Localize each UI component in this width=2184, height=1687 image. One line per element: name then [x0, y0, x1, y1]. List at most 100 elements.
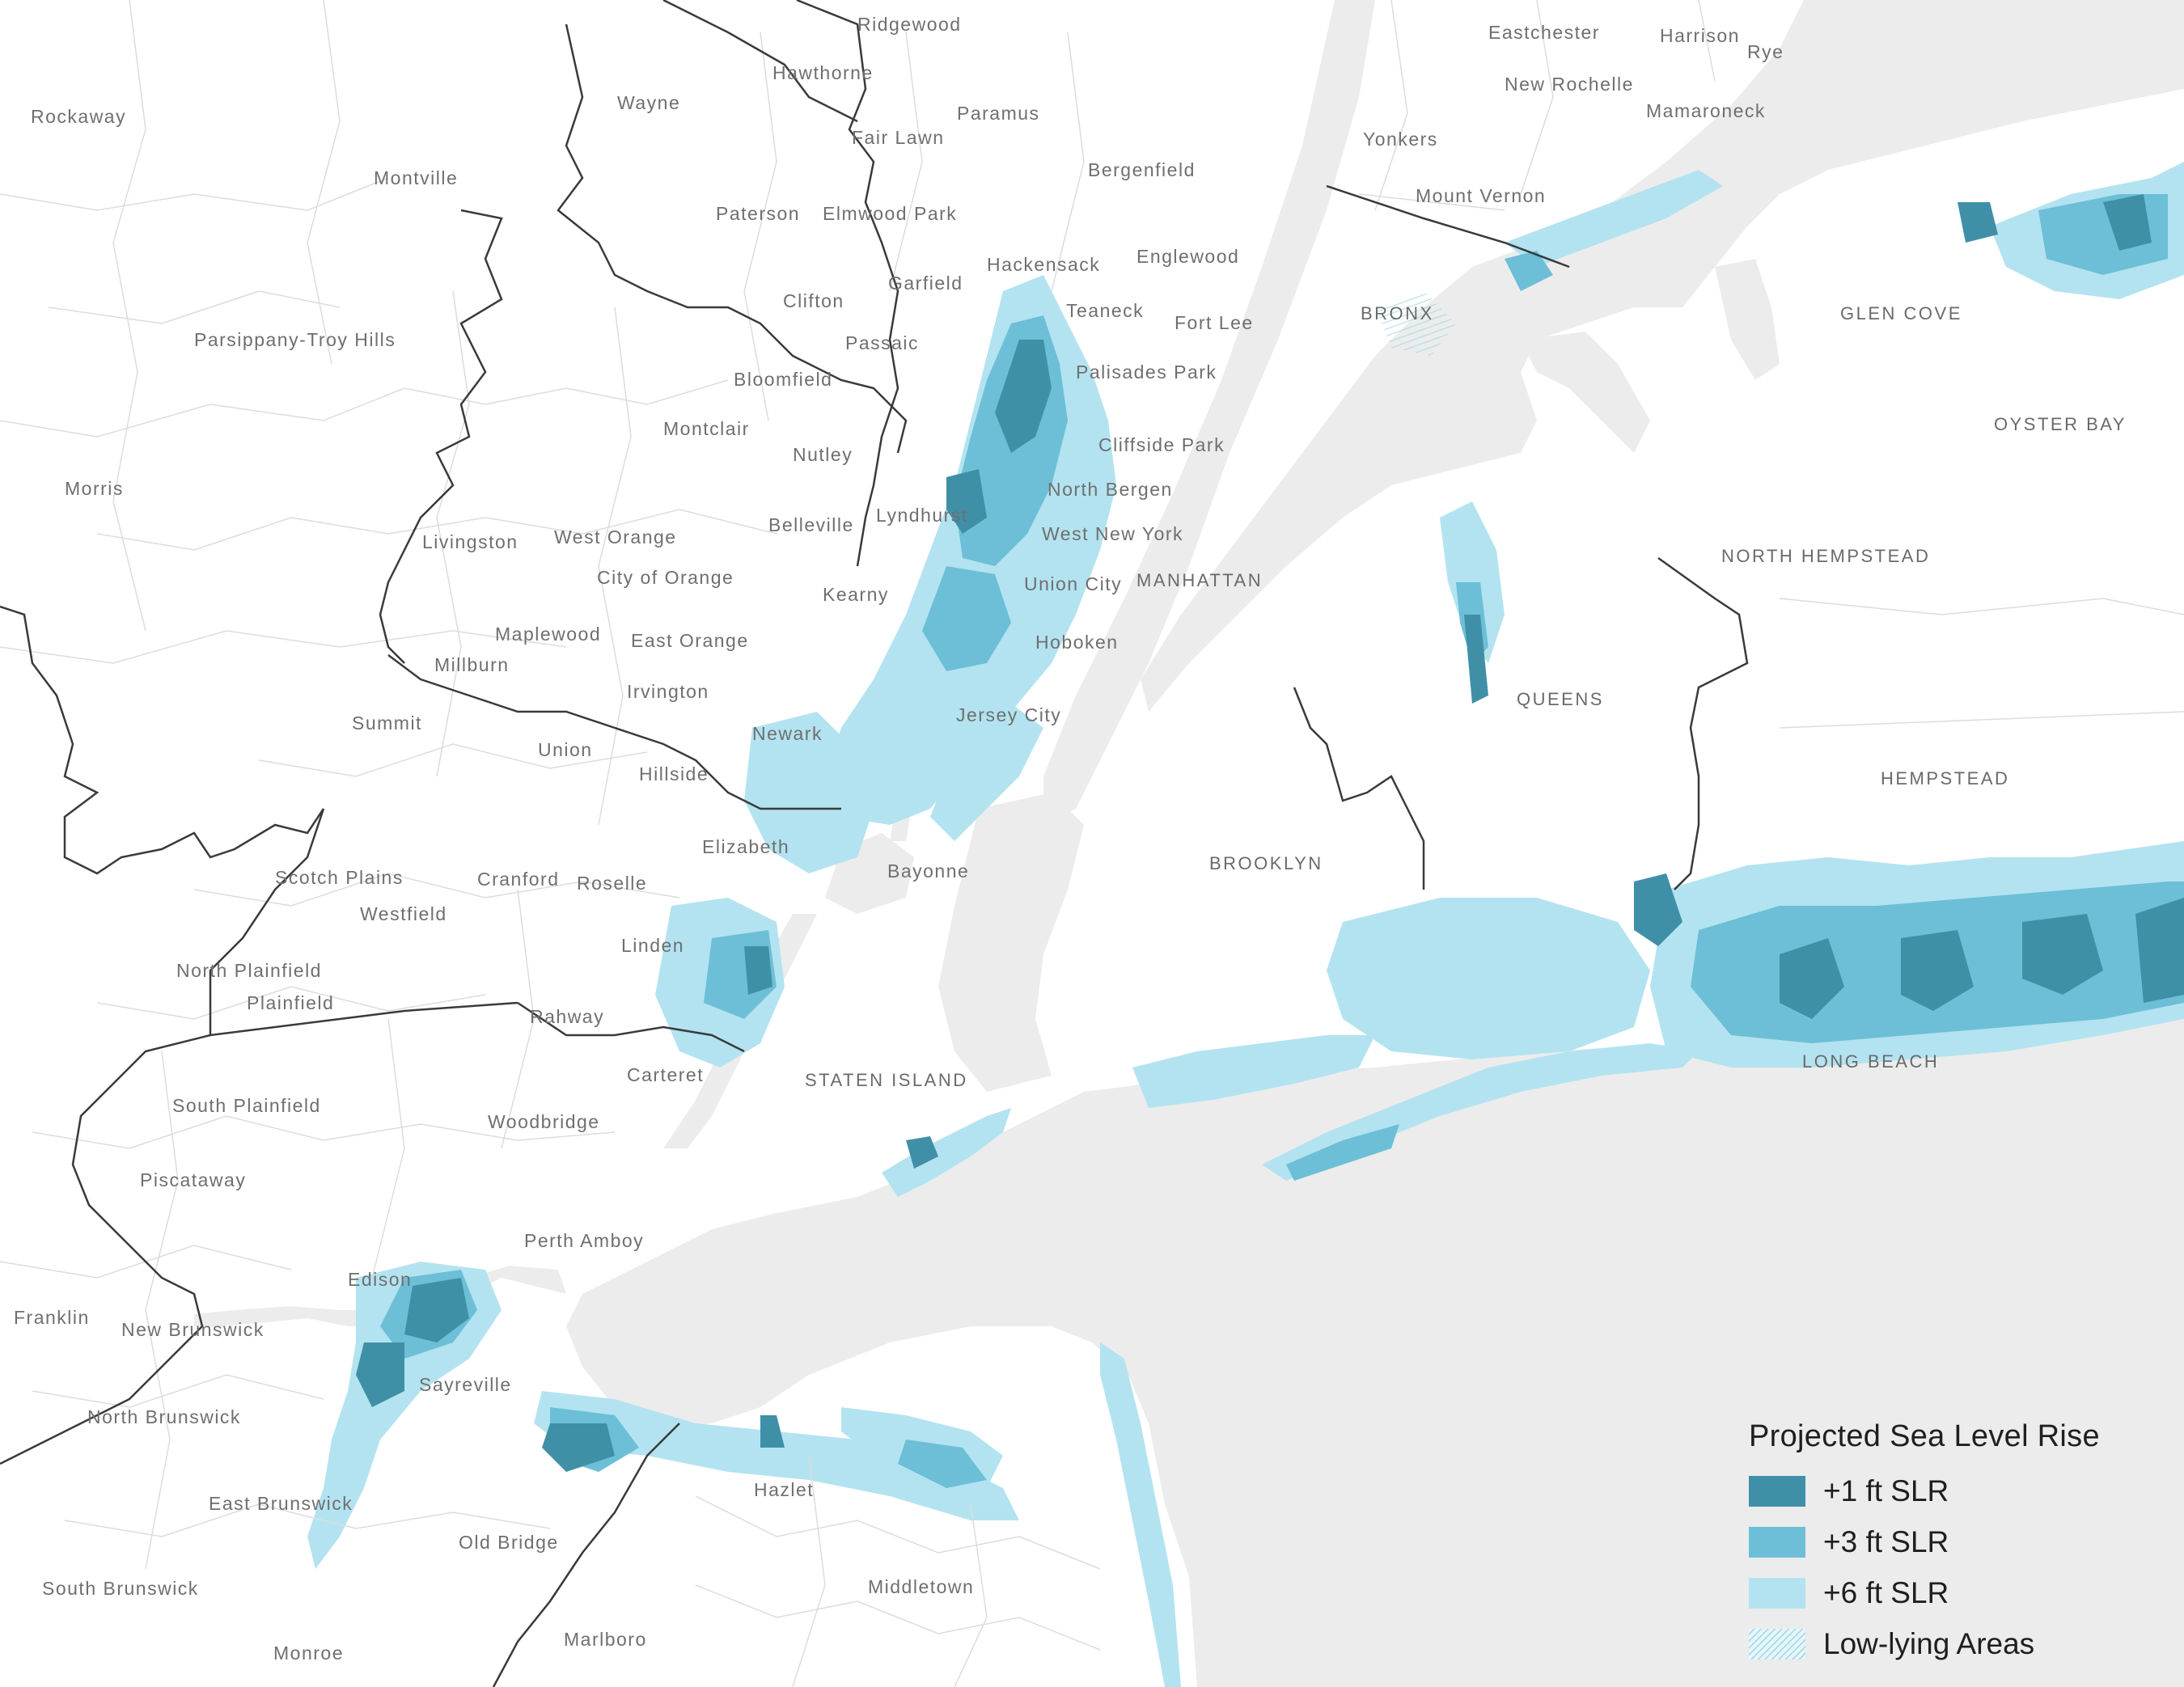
label-harrison: Harrison [1660, 25, 1740, 46]
label-south-plainfield: South Plainfield [172, 1095, 321, 1116]
label-rockaway: Rockaway [31, 106, 126, 127]
legend-label-low-lying: Low-lying Areas [1823, 1626, 2035, 1660]
legend-label-3ft: +3 ft SLR [1823, 1524, 1949, 1558]
boundary-bronx-westchester [1326, 184, 1570, 268]
label-piscataway: Piscataway [140, 1169, 246, 1190]
low-lying-zone [1375, 291, 1456, 356]
legend-item-1ft: +1 ft SLR [1749, 1465, 2153, 1516]
label-passaic: Passaic [845, 332, 919, 353]
label-linden: Linden [621, 935, 684, 956]
slr1-linden [744, 946, 772, 995]
boundary-brooklyn-queens [1293, 687, 1425, 890]
label-hazlet: Hazlet [754, 1479, 814, 1500]
label-franklin: Franklin [14, 1307, 90, 1328]
legend-swatch-3ft [1749, 1526, 1805, 1558]
label-north-bergen: North Bergen [1048, 479, 1173, 500]
label-palisades-park: Palisades Park [1076, 362, 1217, 383]
label-elmwood-park: Elmwood Park [823, 203, 957, 224]
slr1-old-bridge [356, 1342, 404, 1407]
label-roselle: Roselle [577, 873, 647, 894]
label-montclair: Montclair [663, 418, 750, 439]
county-boundaries [0, 0, 1749, 1687]
label-union-city: Union City [1024, 573, 1122, 594]
label-paramus: Paramus [957, 103, 1040, 124]
legend-item-low-lying: Low-lying Areas [1749, 1618, 2153, 1669]
label-rye: Rye [1747, 41, 1784, 62]
slr1-nassau-1 [1780, 938, 1844, 1019]
label-garfield: Garfield [888, 273, 963, 294]
label-north-brunswick: North Brunswick [87, 1406, 241, 1427]
slr3-mount-vernon [1505, 251, 1553, 291]
legend-label-6ft: +6 ft SLR [1823, 1575, 1949, 1609]
label-east-orange: East Orange [631, 630, 749, 651]
map-legend: Projected Sea Level Rise +1 ft SLR +3 ft… [1749, 1419, 2153, 1669]
slr1-lyndhurst [946, 469, 987, 534]
legend-swatch-1ft [1749, 1475, 1805, 1507]
legend-item-6ft: +6 ft SLR [1749, 1567, 2153, 1618]
label-mamaroneck: Mamaroneck [1646, 100, 1766, 121]
boundary-passaic-morris [557, 23, 908, 454]
slr1-inwood [1634, 873, 1682, 946]
slr3-rockaway-park [1286, 1124, 1399, 1181]
label-yonkers: Yonkers [1363, 129, 1438, 150]
label-bayonne: Bayonne [887, 860, 969, 882]
legend-swatch-6ft [1749, 1577, 1805, 1609]
slr1-nassau-3 [2022, 914, 2103, 995]
boundary-morris-essex [379, 209, 503, 664]
boundary-middlesex-monmouth [492, 1423, 680, 1687]
manhasset-bay [1521, 332, 1650, 453]
slr1-meadowlands [995, 340, 1052, 453]
label-rahway: Rahway [530, 1006, 604, 1027]
slr1-flushing [1464, 615, 1488, 704]
label-hoboken: Hoboken [1035, 632, 1119, 653]
label-north-hempstead: NORTH HEMPSTEAD [1721, 546, 1930, 566]
boundary-queens-nassau [1657, 556, 1749, 890]
label-west-orange: West Orange [554, 526, 677, 548]
label-irvington: Irvington [627, 681, 709, 702]
label-perth-amboy: Perth Amboy [524, 1230, 644, 1251]
label-belleville: Belleville [768, 514, 854, 535]
boundary-bergen-passaic [796, 0, 899, 567]
label-paterson: Paterson [716, 203, 800, 224]
label-hawthorne: Hawthorne [772, 62, 874, 83]
label-bloomfield: Bloomfield [734, 369, 832, 390]
label-city-of-orange: City of Orange [597, 567, 734, 588]
legend-title: Projected Sea Level Rise [1749, 1419, 2100, 1453]
label-summit: Summit [352, 712, 422, 734]
label-fort-lee: Fort Lee [1175, 312, 1254, 333]
slr1-westchester [1958, 202, 1998, 243]
label-north-plainfield: North Plainfield [176, 960, 322, 981]
label-maplewood: Maplewood [495, 624, 601, 645]
label-east-brunswick: East Brunswick [209, 1493, 353, 1514]
label-millburn: Millburn [434, 654, 510, 675]
label-new-brunswick: New Brunswick [121, 1319, 265, 1340]
label-sayreville: Sayreville [419, 1374, 512, 1395]
label-clifton: Clifton [783, 290, 844, 311]
label-morris: Morris [65, 478, 124, 499]
label-queens: QUEENS [1517, 689, 1604, 709]
boundary-passaic-essex [662, 0, 858, 123]
label-carteret: Carteret [627, 1064, 704, 1085]
slr1-raritan-bay [542, 1423, 615, 1472]
boundary-essex-union [387, 654, 841, 810]
label-englewood: Englewood [1136, 246, 1239, 267]
label-fair-lawn: Fair Lawn [852, 127, 944, 148]
label-monroe: Monroe [273, 1643, 344, 1664]
hempstead-harbor [1715, 259, 1780, 380]
slr3-keansburg [898, 1440, 987, 1488]
slr6-coney-island [1132, 1035, 1375, 1108]
legend-label-1ft: +1 ft SLR [1823, 1473, 1949, 1507]
slr-1ft-zones [356, 194, 2184, 1472]
label-marlboro: Marlboro [564, 1629, 647, 1650]
slr1-nassau-4 [2135, 898, 2184, 1003]
label-plainfield: Plainfield [247, 992, 334, 1013]
slr6-rockaways [1262, 1043, 1699, 1181]
label-union: Union [538, 739, 593, 760]
label-south-brunswick: South Brunswick [42, 1578, 199, 1599]
slr6-staten-island-shore [882, 1108, 1011, 1197]
label-nutley: Nutley [793, 444, 853, 465]
label-kearny: Kearny [823, 584, 889, 605]
label-bronx: BRONX [1361, 303, 1434, 323]
